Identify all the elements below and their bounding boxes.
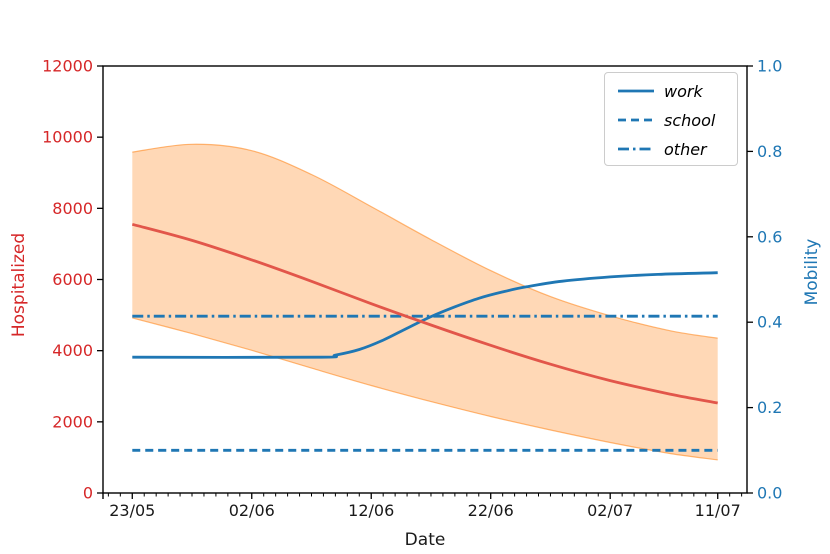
x-tick-label: 02/07 bbox=[587, 501, 633, 520]
hospitalized-uncertainty-band bbox=[132, 144, 718, 460]
work-mobility-line bbox=[132, 271, 718, 359]
work-line-sample-icon bbox=[618, 89, 654, 93]
legend-box: work school other bbox=[604, 72, 738, 166]
legend-label-other: other bbox=[664, 139, 707, 159]
x-tick-label: 11/07 bbox=[695, 501, 741, 520]
y-right-tick-label: 0.0 bbox=[757, 484, 782, 503]
hospitalized-median-line bbox=[131, 222, 718, 405]
y-left-axis-title: Hospitalized bbox=[9, 232, 29, 338]
x-tick-label: 02/06 bbox=[229, 501, 275, 520]
x-tick-label: 23/05 bbox=[109, 501, 155, 520]
other-line-sample-icon bbox=[618, 147, 654, 151]
x-axis-title: Date bbox=[404, 530, 446, 550]
band-upper-edge bbox=[132, 143, 718, 339]
legend-item-other: other bbox=[605, 134, 737, 164]
y-right-tick-label: 0.2 bbox=[757, 398, 782, 417]
x-tick-label: 22/06 bbox=[468, 501, 514, 520]
y-right-tick-label: 0.8 bbox=[757, 142, 782, 161]
y-right-axis-title: Mobility bbox=[802, 238, 822, 306]
x-tick-label: 12/06 bbox=[348, 501, 394, 520]
legend-item-school: school bbox=[605, 105, 737, 135]
legend-label-school: school bbox=[664, 110, 716, 130]
y-right-tick-label: 0.6 bbox=[757, 227, 782, 246]
y-left-tick-label: 0 bbox=[83, 484, 93, 503]
legend-item-work: work bbox=[605, 76, 737, 106]
y-left-tick-label: 2000 bbox=[52, 412, 93, 431]
y-left-tick-label: 10000 bbox=[42, 128, 93, 147]
y-right-tick-label: 1.0 bbox=[757, 57, 782, 76]
school-line-sample-icon bbox=[618, 118, 654, 122]
y-right-tick-label: 0.4 bbox=[757, 313, 782, 332]
y-left-tick-label: 8000 bbox=[52, 199, 93, 218]
band-lower-edge bbox=[132, 317, 718, 461]
legend-label-work: work bbox=[664, 81, 703, 101]
y-left-tick-label: 4000 bbox=[52, 341, 93, 360]
y-left-tick-label: 6000 bbox=[52, 270, 93, 289]
y-left-tick-label: 12000 bbox=[42, 57, 93, 76]
